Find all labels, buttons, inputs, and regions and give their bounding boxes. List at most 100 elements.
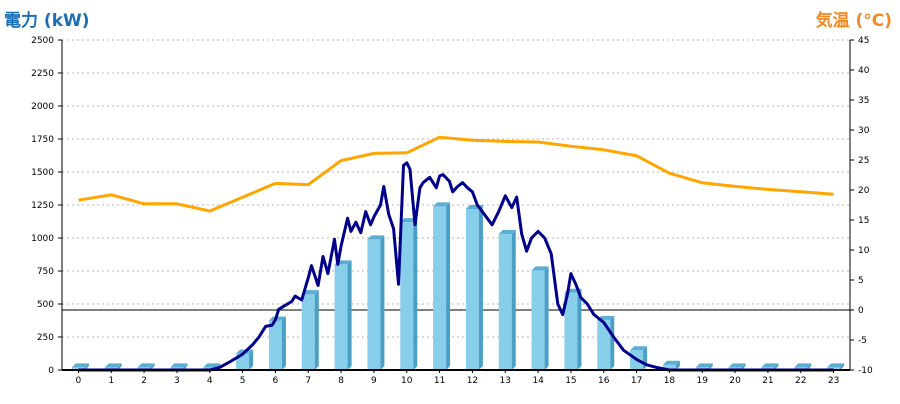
- bar-side: [610, 315, 615, 370]
- bar-top: [827, 363, 845, 368]
- bar-top: [268, 316, 286, 321]
- x-tick-label: 14: [532, 376, 544, 386]
- left-tick-label: 1500: [31, 168, 54, 178]
- bar-side: [314, 290, 319, 370]
- bar-top: [170, 363, 188, 368]
- axis-layer: 02505007501000125015001750200022502500-1…: [31, 36, 873, 386]
- bar: [465, 204, 483, 370]
- bar-top: [761, 363, 779, 368]
- right-tick-label: 10: [858, 246, 870, 256]
- x-tick-label: 16: [598, 376, 610, 386]
- x-tick-label: 7: [305, 376, 311, 386]
- x-tick-label: 12: [467, 376, 478, 386]
- x-tick-label: 13: [500, 376, 511, 386]
- left-tick-label: 500: [37, 300, 54, 310]
- power-line: [78, 161, 834, 372]
- right-tick-label: 15: [858, 216, 869, 226]
- x-tick-label: 6: [273, 376, 279, 386]
- bar-top: [630, 346, 648, 351]
- grid-layer: [62, 39, 850, 338]
- left-tick-label: 1000: [31, 234, 54, 244]
- bar-top: [433, 202, 451, 207]
- left-tick-label: 2500: [31, 36, 54, 46]
- bar-front: [367, 239, 381, 370]
- bar-side: [84, 363, 89, 370]
- bar-front: [531, 270, 545, 370]
- bar-side: [413, 218, 418, 370]
- bar-side: [446, 202, 451, 370]
- bar-side: [741, 363, 746, 370]
- line-layer: [78, 135, 834, 372]
- bar-side: [643, 346, 648, 370]
- x-tick-label: 11: [434, 376, 445, 386]
- bar: [334, 260, 352, 370]
- bar-top: [367, 235, 385, 240]
- bar: [433, 202, 451, 370]
- bar-side: [347, 260, 352, 370]
- bar-side: [281, 316, 286, 370]
- bar-side: [840, 363, 845, 370]
- bar-side: [380, 235, 385, 370]
- bar-side: [183, 363, 188, 370]
- right-tick-label: 45: [858, 36, 869, 46]
- bar-top: [662, 360, 680, 365]
- x-tick-label: 1: [108, 376, 114, 386]
- right-tick-label: -5: [858, 336, 867, 346]
- x-tick-label: 2: [141, 376, 147, 386]
- x-tick-label: 9: [371, 376, 377, 386]
- left-tick-label: 750: [37, 267, 54, 277]
- bar-side: [249, 349, 254, 370]
- bar-top: [104, 363, 122, 368]
- bar-top: [71, 363, 89, 368]
- bar-side: [478, 204, 483, 370]
- right-tick-label: 35: [858, 96, 869, 106]
- right-axis-title: 気温 (°C): [815, 11, 892, 31]
- right-tick-label: 30: [858, 126, 870, 136]
- bar-top: [794, 363, 812, 368]
- x-tick-label: 23: [828, 376, 839, 386]
- bar-side: [708, 363, 713, 370]
- left-tick-label: 2000: [31, 102, 54, 112]
- bar: [301, 290, 319, 370]
- bar-front: [334, 264, 348, 370]
- x-tick-label: 18: [664, 376, 676, 386]
- x-tick-label: 8: [338, 376, 344, 386]
- bar-top: [531, 266, 549, 271]
- x-tick-label: 3: [174, 376, 180, 386]
- bar: [531, 266, 549, 370]
- right-tick-label: 5: [858, 276, 864, 286]
- bar-front: [465, 208, 479, 370]
- left-axis-title: 電力 (kW): [4, 11, 90, 31]
- x-tick-label: 4: [207, 376, 213, 386]
- bar-top: [137, 363, 155, 368]
- bar: [400, 218, 418, 370]
- bar-front: [498, 234, 512, 370]
- bar-side: [577, 288, 582, 370]
- bar-front: [268, 320, 282, 370]
- right-tick-label: -10: [858, 366, 873, 376]
- x-tick-label: 10: [401, 376, 413, 386]
- bar-front: [662, 364, 676, 370]
- left-tick-label: 2250: [31, 69, 54, 79]
- x-tick-label: 15: [565, 376, 576, 386]
- bar-layer: [71, 202, 845, 370]
- bar-side: [544, 266, 549, 370]
- bar-top: [498, 230, 516, 235]
- x-tick-label: 0: [76, 376, 82, 386]
- temperature-line: [78, 135, 834, 213]
- bar-front: [433, 206, 447, 370]
- bar-front: [564, 292, 578, 370]
- bar-front: [301, 294, 315, 370]
- bar: [367, 235, 385, 370]
- right-tick-label: 40: [858, 66, 870, 76]
- left-tick-label: 1750: [31, 135, 54, 145]
- right-tick-label: 20: [858, 186, 870, 196]
- bar-top: [728, 363, 746, 368]
- x-tick-label: 19: [697, 376, 709, 386]
- bar: [498, 230, 516, 370]
- bar-front: [597, 319, 611, 370]
- x-tick-label: 5: [240, 376, 246, 386]
- bar-side: [150, 363, 155, 370]
